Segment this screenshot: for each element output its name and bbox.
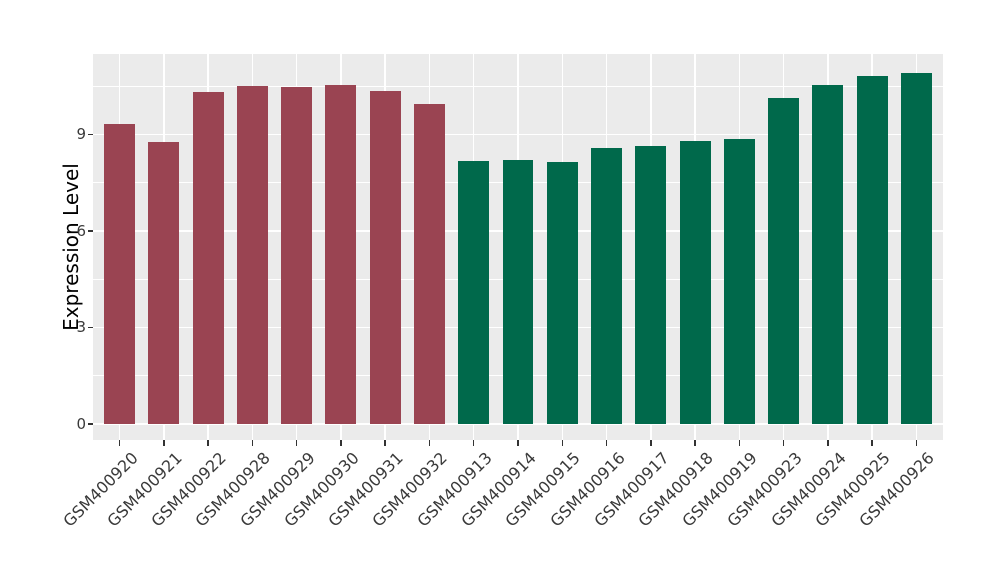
bar-GSM400925 — [856, 75, 888, 424]
bar-GSM400918 — [679, 140, 711, 424]
x-tick-mark-GSM400932 — [428, 440, 431, 446]
x-tick-mark-GSM400926 — [915, 440, 918, 446]
y-tick-mark-6 — [88, 230, 93, 232]
y-tick-label-0: 0 — [76, 414, 86, 433]
y-tick-mark-9 — [88, 133, 93, 136]
x-tick-mark-GSM400931 — [384, 440, 386, 446]
bar-GSM400921 — [148, 142, 180, 424]
y-tick-mark-3 — [88, 326, 93, 329]
bar-GSM400915 — [546, 162, 578, 424]
x-tick-mark-GSM400924 — [827, 440, 829, 446]
x-tick-mark-GSM400921 — [163, 440, 165, 446]
x-tick-mark-GSM400918 — [694, 440, 696, 446]
x-tick-mark-GSM400930 — [340, 440, 342, 446]
bar-GSM400929 — [281, 87, 313, 424]
x-tick-mark-GSM400923 — [782, 440, 785, 446]
y-axis-title: Expression Level — [59, 163, 83, 331]
bar-GSM400926 — [900, 73, 932, 424]
bar-GSM400919 — [723, 138, 755, 424]
x-tick-mark-GSM400929 — [295, 440, 298, 446]
bar-GSM400914 — [502, 159, 534, 424]
bar-GSM400928 — [236, 86, 268, 424]
y-tick-label-3: 3 — [76, 318, 86, 337]
bar-GSM400924 — [812, 85, 844, 424]
bar-GSM400917 — [635, 146, 667, 424]
x-tick-mark-GSM400928 — [251, 440, 254, 446]
bar-GSM400930 — [325, 85, 357, 424]
x-tick-mark-GSM400922 — [207, 440, 209, 446]
bar-GSM400931 — [369, 90, 401, 424]
y-tick-label-9: 9 — [76, 125, 86, 144]
y-tick-mark-0 — [88, 423, 93, 425]
bar-GSM400916 — [591, 148, 623, 424]
bar-GSM400923 — [768, 98, 800, 424]
bar-GSM400922 — [192, 91, 224, 424]
x-tick-mark-GSM400925 — [871, 440, 873, 446]
y-tick-label-6: 6 — [76, 221, 86, 240]
bar-GSM400920 — [104, 123, 136, 424]
x-tick-mark-GSM400917 — [650, 440, 652, 446]
x-tick-mark-GSM400913 — [472, 440, 475, 446]
x-tick-mark-GSM400915 — [561, 440, 564, 446]
bar-GSM400932 — [413, 103, 445, 424]
plot-panel — [93, 54, 943, 440]
bar-GSM400913 — [458, 160, 490, 424]
x-tick-mark-GSM400914 — [517, 440, 519, 446]
x-tick-mark-GSM400916 — [605, 440, 608, 446]
x-tick-mark-GSM400919 — [738, 440, 741, 446]
x-tick-mark-GSM400920 — [118, 440, 121, 446]
